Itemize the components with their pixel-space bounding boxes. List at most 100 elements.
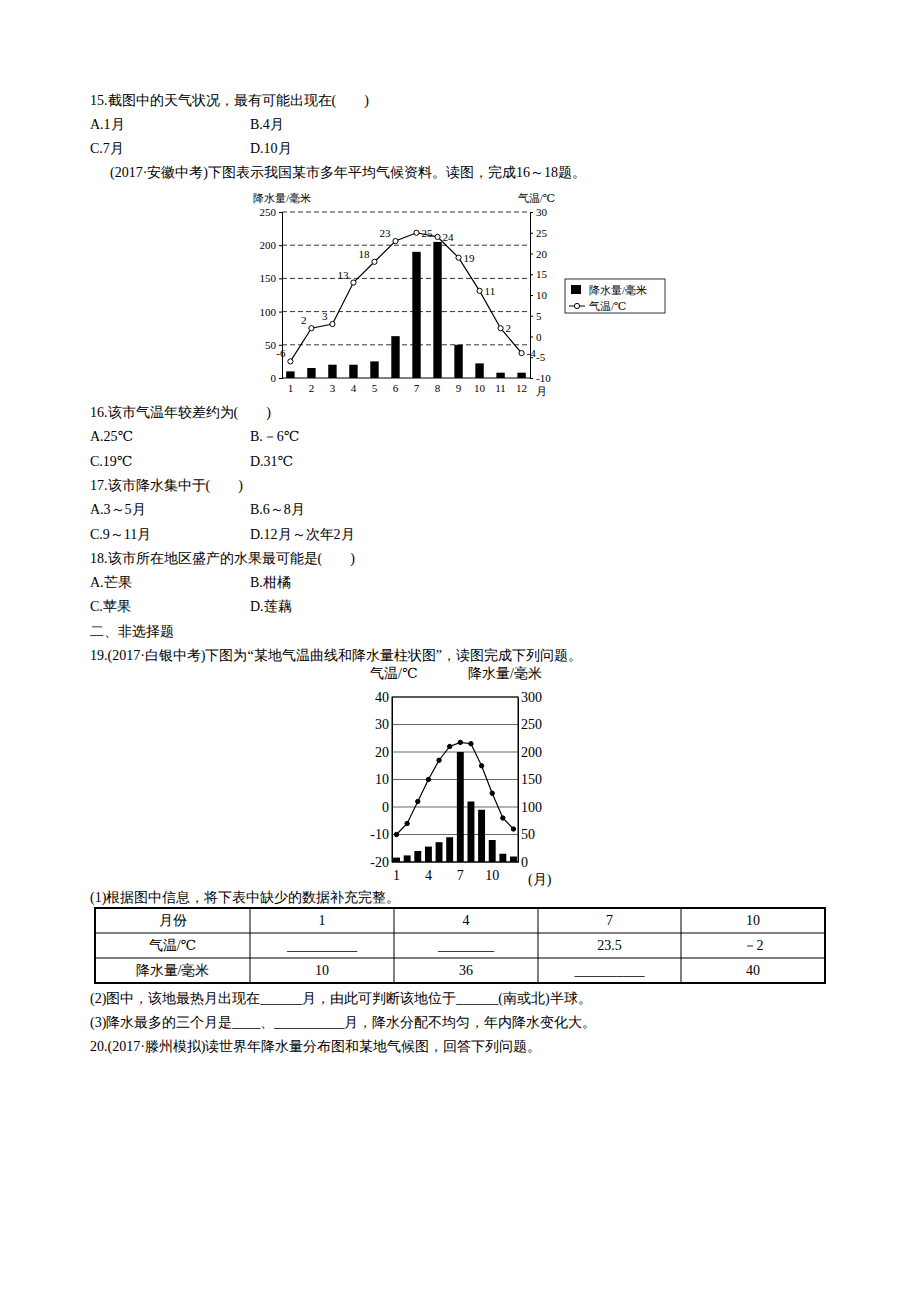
bar (414, 851, 421, 862)
tick-mark (530, 295, 533, 296)
tick: 2 (309, 378, 315, 394)
text-line: C.9～11月 (90, 527, 151, 542)
tick: 150 (260, 272, 283, 284)
tick-label: 11 (495, 382, 506, 394)
text-line: (2017·安徽中考)下图表示我国某市多年平均气候资料。读图，完成16～18题。 (110, 165, 586, 181)
tick: 30 (530, 206, 548, 218)
bar (433, 242, 441, 378)
text-line: B.4月 (250, 117, 284, 132)
tick-label: 200 (260, 239, 277, 251)
data-label: 18 (358, 248, 370, 260)
legend-label: 气温/℃ (589, 300, 626, 312)
tick: 5 (530, 310, 542, 322)
tick-label: 4 (425, 868, 432, 883)
tick-mark (279, 345, 282, 346)
tick: 8 (435, 378, 441, 394)
tick-label: 1 (288, 382, 294, 394)
table-cell: ________ (437, 938, 495, 953)
grid-line (282, 212, 530, 213)
tick-mark (279, 245, 282, 246)
tick-label: 10 (485, 868, 499, 883)
data-label: 25 (422, 227, 434, 239)
text-line: 17.该市降水集中于( ) (90, 478, 243, 494)
bar (404, 855, 411, 862)
bar (467, 802, 474, 863)
axis: 123456789101112 (282, 378, 530, 394)
table-rule (250, 908, 251, 983)
text-line: A.3～5月 (90, 502, 146, 517)
tick-label: 150 (521, 772, 542, 787)
text-line: A.1月 (90, 117, 125, 132)
table-rule (538, 908, 539, 983)
grid (392, 697, 518, 835)
axis-title: (月) (528, 872, 552, 888)
tick-label: 7 (414, 382, 420, 394)
table-rule (95, 958, 825, 959)
tick-label: 250 (521, 717, 542, 732)
tick-mark (530, 337, 533, 338)
tick: 150 (518, 772, 542, 787)
tick-label: 10 (536, 289, 548, 301)
grid-line (282, 311, 530, 312)
tick-label: 150 (260, 272, 277, 284)
point (288, 359, 293, 364)
bar (489, 840, 496, 862)
tick-label: 0 (382, 800, 389, 815)
axis-title: 气温/℃ (370, 666, 418, 681)
tick-label: 10 (474, 382, 486, 394)
tick-mark (530, 316, 533, 317)
tick: 25 (530, 227, 548, 239)
grid-line (282, 245, 530, 246)
tick-label: 40 (375, 690, 389, 705)
data-label: 13 (337, 269, 349, 281)
tick: 250 (518, 717, 542, 732)
tick-label: 100 (260, 306, 277, 318)
text-line: (3)降水最多的三个月是____、__________月，降水分配不均匀，年内降… (90, 1015, 596, 1031)
chart: 050100150200250-10-505101520253012345678… (253, 192, 665, 397)
bar (393, 858, 400, 862)
tick-label: 250 (260, 206, 277, 218)
tick-mark (530, 212, 533, 213)
tick-label: 6 (393, 382, 399, 394)
tick-label: 20 (375, 745, 389, 760)
data-label: 23 (379, 227, 391, 239)
tick: 1 (393, 862, 400, 883)
tick-label: -10 (370, 827, 389, 842)
text-line: (1)根据图中信息，将下表中缺少的数据补充完整。 (90, 890, 400, 906)
bar (496, 373, 504, 378)
tick: 20 (375, 745, 392, 760)
tick-label: 0 (536, 331, 542, 343)
table-cell: 气温/℃ (149, 938, 197, 953)
tick: 12 (516, 378, 527, 394)
point (416, 799, 420, 803)
table-cell: 10 (315, 963, 329, 978)
point (447, 744, 451, 748)
grid-line (392, 834, 518, 835)
text-line: 16.该市气温年较差约为( ) (90, 405, 271, 421)
text-line: 19.(2017·白银中考)下图为“某地气温曲线和降水量柱状图”，读图完成下列问… (90, 648, 582, 664)
bar (436, 842, 443, 862)
chart: -20-1001020304005010015020025030014710气温… (370, 666, 552, 888)
point (372, 259, 377, 264)
point (426, 777, 430, 781)
tick: 10 (530, 289, 548, 301)
point (309, 326, 314, 331)
bar (499, 854, 506, 862)
bar (478, 810, 485, 862)
bar (370, 361, 378, 378)
tick: 11 (495, 378, 506, 394)
bar (517, 373, 525, 378)
axis-title: 降水量/毫米 (468, 666, 542, 681)
axis-line (282, 378, 530, 379)
point (458, 740, 462, 744)
text-line: D.12月～次年2月 (250, 527, 355, 542)
tick-label: 1 (393, 868, 400, 883)
tick: 10 (375, 772, 392, 787)
bar (391, 336, 399, 378)
tick: 200 (260, 239, 283, 251)
legend: 降水量/毫米气温/℃ (565, 279, 665, 313)
bar (286, 371, 294, 378)
tick-label: 10 (375, 772, 389, 787)
tick-label: 50 (265, 339, 277, 351)
table-rule (681, 908, 682, 983)
